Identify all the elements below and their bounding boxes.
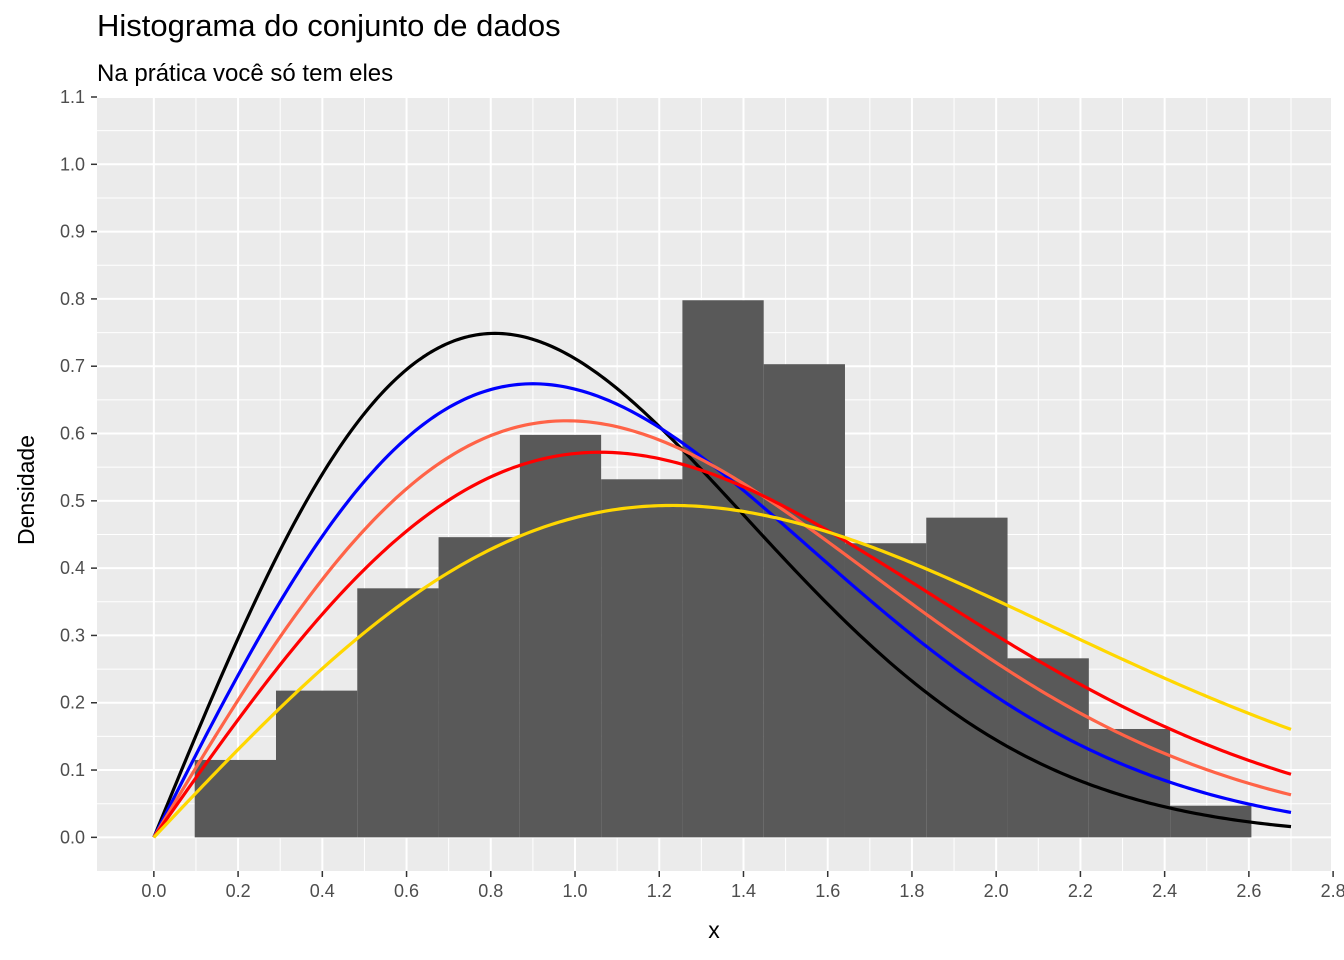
x-tick-label: 1.8 bbox=[899, 881, 924, 901]
y-tick-label: 0.3 bbox=[60, 625, 85, 645]
y-axis: 0.0 0.1 0.2 0.3 0.4 0.5 0.6 0.7 0.8 0.9 1.0 1.1 bbox=[60, 87, 97, 847]
x-tick-label: 1.4 bbox=[731, 881, 756, 901]
y-axis-title: Densidade bbox=[13, 435, 39, 545]
x-tick-label: 0.6 bbox=[394, 881, 419, 901]
x-tick-label: 1.6 bbox=[815, 881, 840, 901]
histogram-bar bbox=[1088, 728, 1171, 838]
density-curves bbox=[152, 331, 1292, 839]
y-tick-label: 0.5 bbox=[60, 491, 85, 511]
x-tick-label: 2.6 bbox=[1236, 881, 1261, 901]
y-tick-label: 1.1 bbox=[60, 87, 85, 107]
y-tick-label: 1.0 bbox=[60, 154, 85, 174]
density-curve bbox=[152, 503, 1292, 839]
y-tick-label: 0.4 bbox=[60, 558, 85, 578]
x-tick-label: 0.2 bbox=[226, 881, 251, 901]
x-tick-label: 2.8 bbox=[1321, 881, 1344, 901]
y-tick-label: 0.6 bbox=[60, 424, 85, 444]
density-curve bbox=[152, 382, 1292, 839]
histogram-bar bbox=[1007, 658, 1089, 838]
histogram-bar bbox=[763, 364, 845, 838]
y-tick-label: 0.0 bbox=[60, 827, 85, 847]
x-tick-label: 0.0 bbox=[141, 881, 166, 901]
histogram-bar bbox=[275, 690, 358, 838]
density-curve bbox=[152, 331, 1292, 838]
histogram-bar bbox=[601, 479, 683, 838]
x-tick-label: 2.0 bbox=[984, 881, 1009, 901]
x-tick-label: 1.2 bbox=[647, 881, 672, 901]
chart-subtitle: Na prática você só tem eles bbox=[97, 60, 394, 87]
x-axis: 0.0 0.2 0.4 0.6 0.8 1.0 1.2 1.4 1.6 1.8 2.0 2.2 2.4 2… bbox=[141, 871, 1344, 901]
histogram-bars bbox=[194, 300, 1252, 838]
x-tick-label: 1.0 bbox=[563, 881, 588, 901]
x-axis-title: x bbox=[708, 917, 720, 943]
y-tick-label: 0.1 bbox=[60, 760, 85, 780]
histogram-bar bbox=[519, 434, 602, 838]
histogram-bar bbox=[438, 537, 520, 838]
y-tick-label: 0.7 bbox=[60, 356, 85, 376]
x-tick-label: 2.4 bbox=[1152, 881, 1177, 901]
histogram-bar bbox=[682, 300, 764, 838]
chart-title: Histograma do conjunto de dados bbox=[97, 8, 561, 43]
histogram-bar bbox=[194, 759, 276, 838]
x-tick-label: 0.4 bbox=[310, 881, 335, 901]
y-tick-label: 0.8 bbox=[60, 289, 85, 309]
x-tick-label: 2.2 bbox=[1068, 881, 1093, 901]
y-tick-label: 0.9 bbox=[60, 222, 85, 242]
x-tick-label: 0.8 bbox=[478, 881, 503, 901]
y-tick-label: 0.2 bbox=[60, 693, 85, 713]
density-curve bbox=[152, 419, 1292, 839]
histogram-bar bbox=[357, 588, 439, 838]
density-curve bbox=[152, 450, 1292, 839]
